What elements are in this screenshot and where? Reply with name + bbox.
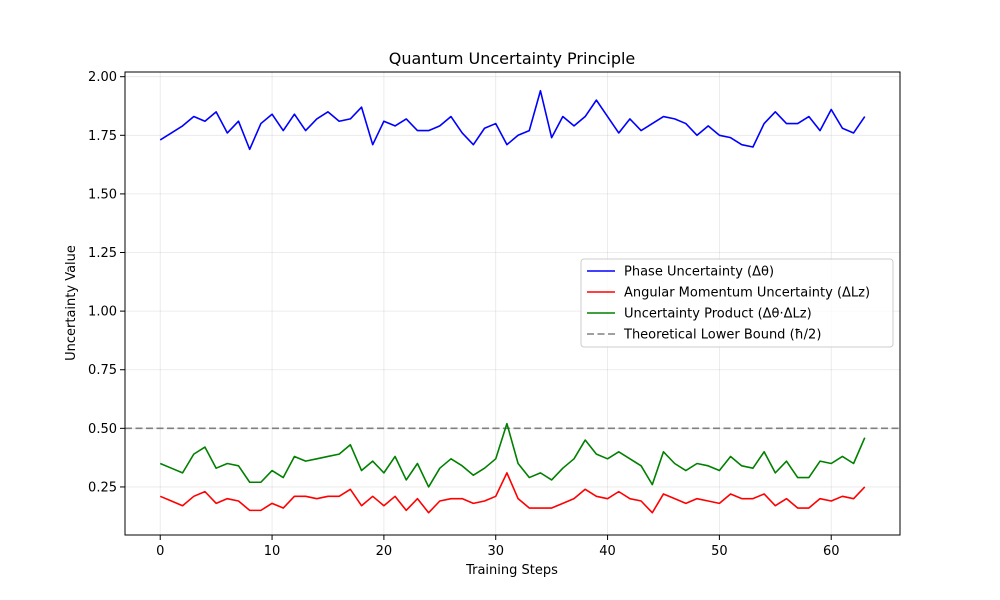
y-axis-ticks: 0.25 0.50 0.75 1.00 1.25 1.50 1.75 2.00 xyxy=(88,70,125,495)
y-tick-label: 2.00 xyxy=(88,70,117,85)
product-series-line xyxy=(159,422,866,488)
y-tick-label: 1.75 xyxy=(88,129,117,144)
x-tick-label: 60 xyxy=(823,544,840,559)
y-tick-label: 1.25 xyxy=(88,246,117,261)
x-tick-label: 20 xyxy=(376,544,393,559)
x-tick-label: 50 xyxy=(711,544,728,559)
phase-series-line xyxy=(159,89,866,151)
legend-box xyxy=(580,258,894,348)
x-tick-label: 30 xyxy=(487,544,504,559)
y-tick-label: 1.50 xyxy=(88,187,117,202)
plot-frame xyxy=(124,71,901,536)
x-tick-label: 10 xyxy=(264,544,281,559)
legend-label: Angular Momentum Uncertainty (ΔLz) xyxy=(624,286,870,301)
y-tick-label: 0.75 xyxy=(88,363,117,378)
series-layer xyxy=(159,89,866,514)
x-axis-label: Training Steps xyxy=(465,563,558,578)
x-axis-ticks: 0 10 20 30 40 50 60 xyxy=(156,535,839,559)
y-tick-label: 1.00 xyxy=(88,305,117,320)
y-tick-label: 0.50 xyxy=(88,422,117,437)
legend-label: Phase Uncertainty (Δθ) xyxy=(624,265,774,280)
legend-label: Theoretical Lower Bound (ħ/2) xyxy=(623,328,821,343)
y-tick-label: 0.25 xyxy=(88,480,117,495)
momentum-series-line xyxy=(159,472,866,514)
y-axis-label: Uncertainty Value xyxy=(64,245,79,361)
x-tick-label: 0 xyxy=(156,544,164,559)
x-tick-label: 40 xyxy=(599,544,616,559)
legend-label: Uncertainty Product (Δθ·ΔLz) xyxy=(624,307,812,322)
legend: Phase Uncertainty (Δθ) Angular Momentum U… xyxy=(580,258,894,348)
chart-title: Quantum Uncertainty Principle xyxy=(389,49,636,68)
